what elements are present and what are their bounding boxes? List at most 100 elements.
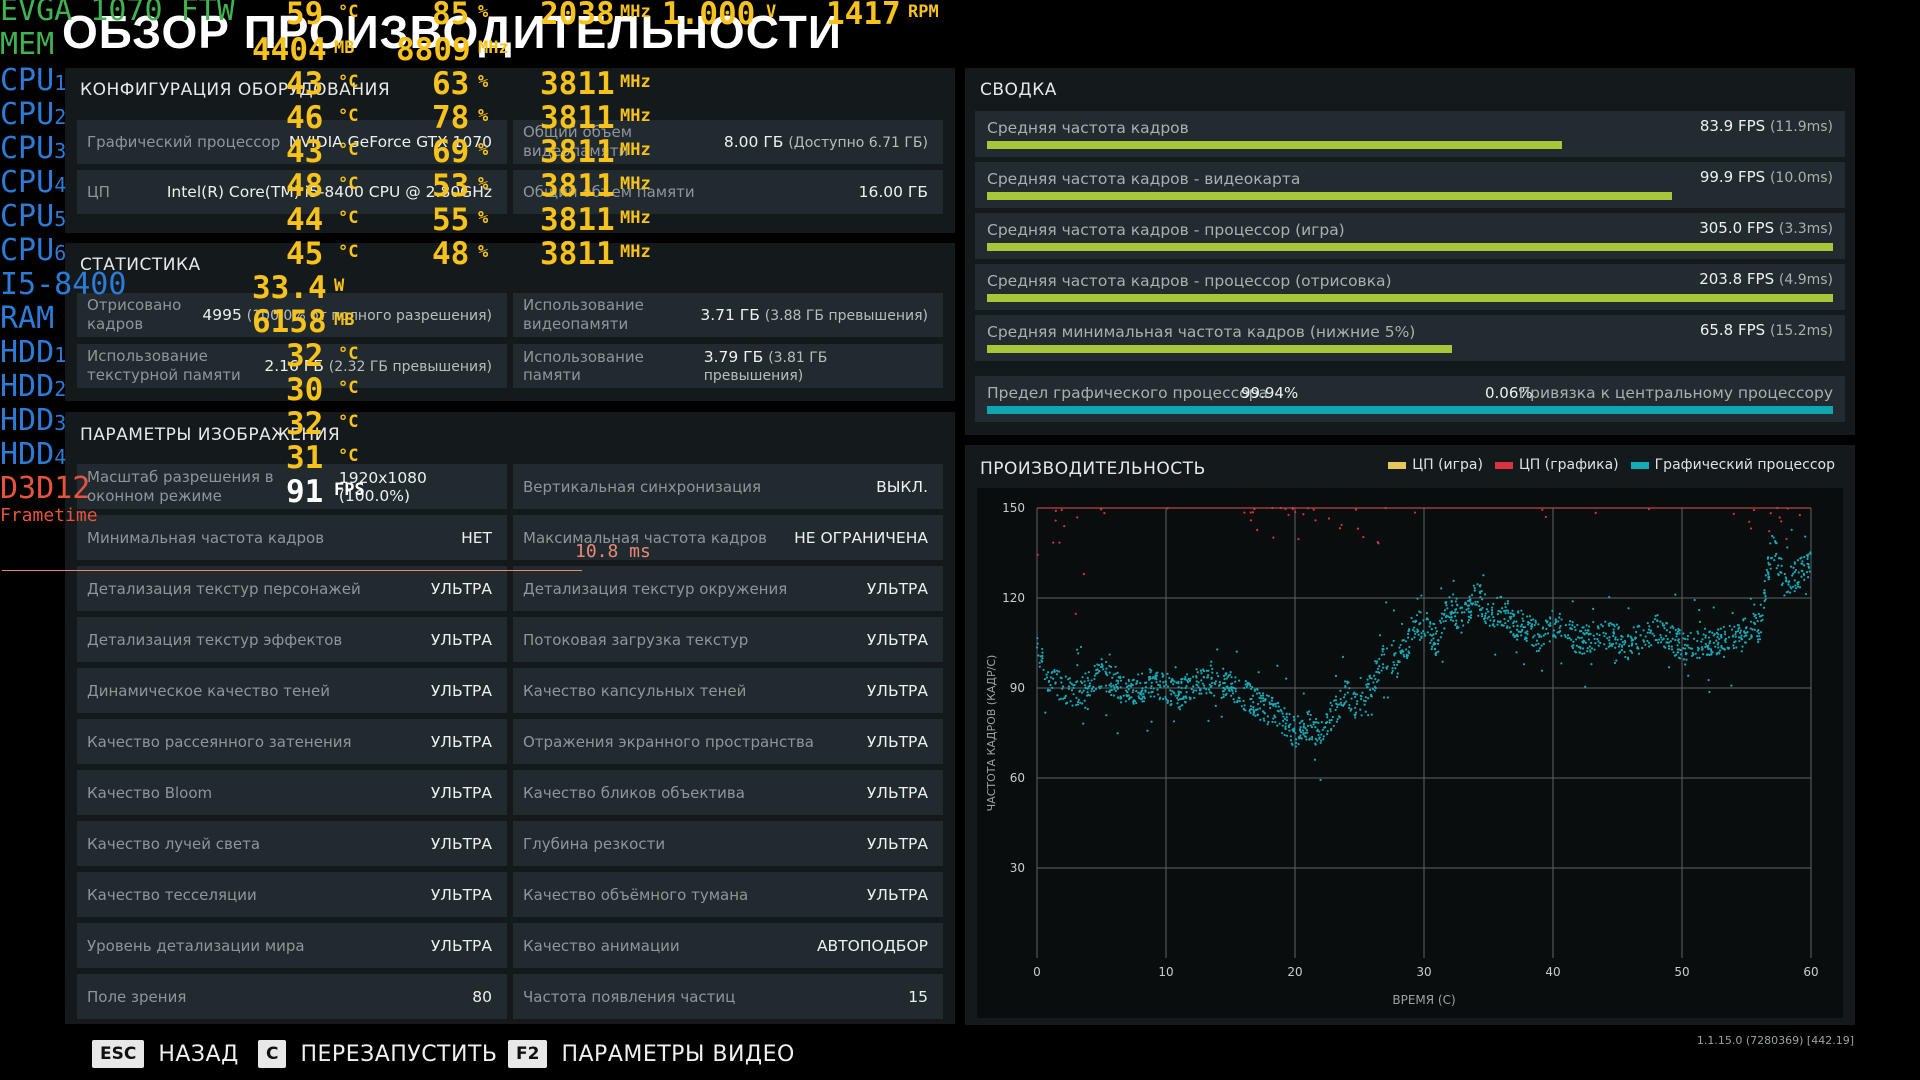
setting-value: УЛЬТРА (866, 834, 928, 853)
gpu-point (1451, 604, 1454, 607)
frames-rendered-row: Отрисовано кадров 4995 (100.0% от полног… (77, 293, 507, 337)
gpu-point (1732, 647, 1736, 650)
gpu-point (1482, 574, 1485, 577)
gpu-point (1527, 620, 1530, 624)
gpu-point (1580, 636, 1583, 639)
vram-total-value: 8.00 ГБ (723, 133, 784, 151)
gpu-point (1459, 606, 1463, 609)
gpu-point (1701, 638, 1704, 641)
back-action[interactable]: ESC НАЗАД (92, 1040, 239, 1068)
overlay-hdd-label-index: 3 (54, 411, 67, 435)
overlay-unit-pct: % (478, 174, 489, 194)
gpu-point (1132, 689, 1135, 692)
c-key[interactable]: C (258, 1040, 287, 1068)
gpu-point (1344, 680, 1347, 683)
gpu-point (1738, 636, 1741, 639)
overlay-ram-used: 6158 (252, 304, 327, 340)
gpu-point (1615, 659, 1618, 662)
gpu-point (1526, 615, 1529, 618)
video-settings-action[interactable]: F2 ПАРАМЕТРЫ ВИДЕО (508, 1040, 795, 1068)
restart-label[interactable]: ПЕРЕЗАПУСТИТЬ (300, 1041, 498, 1067)
overlay-cpu-load: 48 (432, 236, 470, 272)
overlay-cpu-label-index: 1 (54, 71, 67, 95)
gpu-point (1704, 642, 1707, 646)
gpu-point (1253, 710, 1256, 713)
back-label[interactable]: НАЗАД (158, 1041, 239, 1067)
gpu-point (1385, 667, 1388, 670)
gpu-point (1171, 690, 1174, 693)
ram-total-value: 16.00 ГБ (858, 183, 928, 201)
restart-action[interactable]: C ПЕРЕЗАПУСТИТЬ (258, 1040, 498, 1068)
overlay-cpu-temp: 46 (286, 100, 324, 136)
gpu-point (1158, 684, 1161, 687)
gpu-point (1302, 725, 1306, 728)
gpu-point (1068, 677, 1071, 680)
gpu-point (1668, 631, 1672, 634)
gpu-point (1312, 723, 1315, 726)
gpu-point (1297, 743, 1300, 746)
gpu-point (1570, 638, 1573, 641)
gpu-point (1053, 668, 1056, 672)
gpu-point (1571, 646, 1575, 650)
gpu-point (1407, 650, 1410, 653)
gpu-point (1452, 593, 1455, 596)
esc-key[interactable]: ESC (92, 1040, 145, 1068)
gpu-point (1165, 683, 1168, 686)
gpu-point (1304, 735, 1307, 738)
gpu-point (1328, 719, 1331, 722)
gpu-point (1114, 672, 1117, 675)
gpu-point (1105, 690, 1108, 693)
gpu-point (1323, 726, 1326, 729)
x-tick-label: 50 (1674, 965, 1689, 979)
gpu-point (1656, 625, 1660, 628)
gpu-point (1318, 737, 1321, 740)
gpu-point (1088, 694, 1091, 697)
gpu-point (1697, 649, 1700, 652)
overlay-hdd-label-text: HDD (0, 369, 55, 404)
summary-fps: 305.0 FPS (1699, 219, 1775, 237)
overlay-unit-v: V (766, 2, 777, 22)
gpu-point (1512, 634, 1515, 637)
gpu-point (1756, 635, 1759, 638)
overlay-cpu-load: 78 (432, 100, 470, 136)
gpu-point (1445, 600, 1448, 604)
gpu-point (1150, 691, 1153, 694)
gpu-point (1274, 705, 1278, 708)
gpu-point (1381, 663, 1385, 666)
gpu-point (1589, 649, 1592, 652)
gpu-point (1474, 600, 1477, 603)
gpu-point (1806, 557, 1809, 561)
memory-usage-label: Использование памяти (523, 348, 644, 384)
gpu-point (1246, 683, 1249, 686)
gpu-point (1344, 686, 1347, 689)
gpu-point (1730, 628, 1734, 631)
gpu-point (1360, 714, 1363, 717)
gpu-point (1552, 629, 1556, 632)
gpu-point (1056, 694, 1059, 697)
gpu-point (1760, 614, 1763, 618)
gpu-point (1509, 630, 1513, 633)
gpu-point (1470, 593, 1474, 597)
gpu-point (1554, 618, 1557, 621)
hardware-config-title: КОНФИГУРАЦИЯ ОБОРУДОВАНИЯ (80, 80, 391, 100)
overlay-frametime-graph (2, 570, 582, 571)
gpu-point (1545, 627, 1548, 631)
setting-row: Качество тесселяции УЛЬТРА (77, 872, 507, 917)
gpu-point (1244, 679, 1247, 683)
x-tick-label: 20 (1287, 965, 1302, 979)
gpu-point (1466, 621, 1470, 624)
summary-ms: (3.3ms) (1778, 221, 1833, 237)
cpu-render-point (1271, 506, 1274, 510)
gpu-point (1466, 599, 1470, 602)
video-settings-label[interactable]: ПАРАМЕТРЫ ВИДЕО (561, 1041, 795, 1067)
overlay-unit-c: °C (338, 344, 359, 364)
gpu-point (1528, 621, 1531, 625)
gpu-point (1329, 710, 1332, 713)
f2-key[interactable]: F2 (508, 1040, 548, 1068)
gpu-point (1352, 692, 1355, 696)
overlay-unit-pct: % (478, 208, 489, 228)
gpu-point (1803, 564, 1806, 567)
summary-row-value: 83.9 FPS (11.9ms) (1700, 117, 1833, 135)
gpu-point (1267, 720, 1270, 724)
gpu-point (1396, 675, 1399, 678)
